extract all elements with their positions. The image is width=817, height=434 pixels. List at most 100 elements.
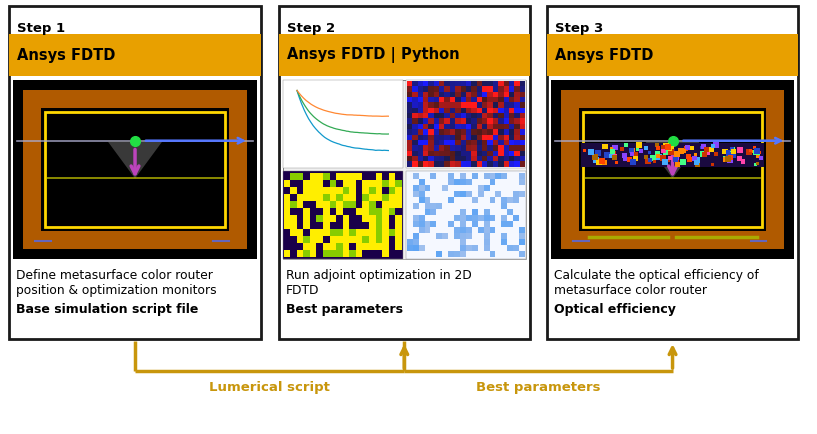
Bar <box>329 243 336 250</box>
Bar <box>592 155 598 160</box>
Bar <box>673 157 678 162</box>
Bar <box>471 113 476 118</box>
Bar <box>493 81 498 86</box>
Bar <box>476 145 482 151</box>
Bar <box>711 144 715 148</box>
Bar <box>336 215 342 222</box>
Bar <box>690 146 694 150</box>
Bar <box>725 150 732 156</box>
Bar <box>428 161 434 167</box>
Bar <box>498 92 503 97</box>
Bar <box>520 124 525 129</box>
Bar <box>342 229 349 236</box>
Bar <box>488 145 493 151</box>
Bar <box>471 129 476 135</box>
Bar <box>461 113 466 118</box>
Bar <box>460 173 466 179</box>
Bar <box>395 180 402 187</box>
Bar <box>648 158 652 162</box>
Bar <box>656 155 663 160</box>
Bar <box>476 81 482 86</box>
Bar <box>466 245 471 251</box>
Bar <box>461 108 466 113</box>
Bar <box>671 146 673 149</box>
Bar <box>520 156 525 161</box>
Bar <box>466 161 471 167</box>
Bar <box>461 135 466 140</box>
Bar <box>450 102 455 108</box>
Bar <box>455 145 461 151</box>
Bar <box>297 229 303 236</box>
Text: Calculate the optical efficiency of: Calculate the optical efficiency of <box>554 269 758 282</box>
Bar <box>349 222 356 229</box>
Bar <box>342 243 349 250</box>
Bar <box>509 92 514 97</box>
Bar <box>417 129 423 135</box>
Bar <box>310 229 316 236</box>
Bar <box>476 97 482 102</box>
Bar <box>466 135 471 140</box>
Bar <box>425 197 431 203</box>
Bar <box>283 201 290 208</box>
Bar <box>476 140 482 145</box>
Bar <box>514 118 520 124</box>
Bar <box>329 208 336 215</box>
Bar <box>484 245 489 251</box>
Bar <box>476 108 482 113</box>
Bar <box>520 129 525 135</box>
Bar <box>478 215 484 221</box>
Bar <box>323 194 329 201</box>
Bar <box>493 124 498 129</box>
Bar <box>323 208 329 215</box>
Bar <box>356 201 363 208</box>
Bar <box>389 173 395 180</box>
Bar <box>482 124 488 129</box>
Bar <box>471 145 476 151</box>
Bar <box>513 215 519 221</box>
Bar <box>310 243 316 250</box>
Bar <box>476 135 482 140</box>
Bar <box>283 180 290 187</box>
Bar <box>342 215 349 222</box>
Bar <box>455 151 461 156</box>
Bar <box>493 92 498 97</box>
Bar <box>450 81 455 86</box>
Bar <box>509 140 514 145</box>
Bar <box>466 156 471 161</box>
Bar <box>498 135 503 140</box>
Bar <box>613 155 618 159</box>
Bar <box>9 34 261 76</box>
Bar <box>417 118 423 124</box>
Bar <box>423 92 428 97</box>
Bar <box>509 86 514 92</box>
Bar <box>407 161 412 167</box>
Bar <box>412 97 417 102</box>
Bar <box>706 151 710 155</box>
Bar <box>336 222 342 229</box>
Bar <box>413 203 418 209</box>
Bar <box>23 90 247 249</box>
Bar <box>514 124 520 129</box>
Bar <box>363 208 369 215</box>
Bar <box>428 145 434 151</box>
Bar <box>520 92 525 97</box>
Bar <box>488 92 493 97</box>
Bar <box>466 227 471 233</box>
Bar <box>407 97 412 102</box>
Bar <box>503 108 509 113</box>
Bar <box>455 156 461 161</box>
Bar <box>509 97 514 102</box>
Bar <box>423 113 428 118</box>
Bar <box>493 156 498 161</box>
Bar <box>349 215 356 222</box>
Bar <box>498 108 503 113</box>
Bar <box>493 161 498 167</box>
Bar <box>349 194 356 201</box>
Bar <box>593 157 600 163</box>
Bar <box>502 221 507 227</box>
Bar <box>489 227 495 233</box>
Bar <box>514 97 520 102</box>
Bar <box>407 129 412 135</box>
Bar <box>514 145 520 151</box>
Bar <box>509 129 514 135</box>
